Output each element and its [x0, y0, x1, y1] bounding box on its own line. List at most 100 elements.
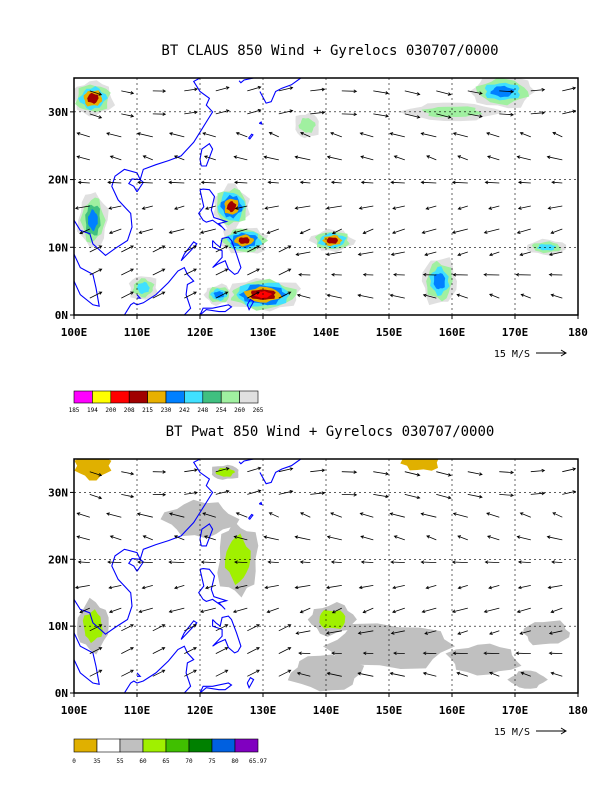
colorbar-swatch — [165, 390, 185, 404]
wind-vector — [331, 228, 342, 235]
wind-vector — [499, 89, 515, 94]
wind-vector — [310, 468, 326, 473]
wind-vector — [550, 293, 563, 299]
vector-scale-arrow — [536, 349, 567, 357]
wind-vector — [202, 132, 216, 138]
wind-vector — [530, 111, 546, 115]
field-contour — [298, 117, 316, 133]
wind-vector — [483, 228, 500, 234]
wind-vector — [341, 470, 358, 474]
wind-vector — [359, 512, 374, 518]
x-tick-label: 100E — [61, 326, 88, 339]
coastline — [199, 304, 233, 315]
wind-vector — [426, 535, 437, 541]
wind-vector — [330, 132, 342, 138]
wind-vector — [483, 272, 500, 277]
field-contour — [238, 237, 250, 244]
wind-vector — [74, 585, 90, 590]
chart-2-grid — [74, 459, 578, 693]
wind-vector — [89, 245, 103, 253]
wind-vector — [76, 155, 90, 161]
wind-vector — [121, 669, 134, 677]
field-contour — [213, 291, 225, 299]
field-contour — [523, 620, 570, 646]
wind-vector — [235, 512, 248, 518]
wind-vector — [467, 494, 483, 499]
wind-vector — [168, 560, 185, 564]
wind-vector — [562, 467, 577, 473]
wind-vector — [184, 669, 197, 677]
wind-vector — [278, 490, 294, 495]
coastline — [74, 253, 100, 307]
wind-vector — [278, 86, 294, 92]
wind-vector — [420, 132, 437, 138]
wind-vector — [517, 560, 531, 564]
field-contour — [322, 623, 456, 669]
wind-vector — [168, 228, 185, 234]
colorbar-swatch — [73, 738, 98, 753]
wind-vector — [421, 607, 437, 613]
wind-vector — [422, 272, 437, 277]
wind-vector — [357, 293, 374, 299]
wind-vector — [232, 228, 248, 234]
colorbar-label: 194 — [87, 407, 98, 414]
wind-vector — [268, 131, 279, 138]
wind-vector — [326, 671, 342, 677]
wind-vector — [173, 205, 185, 210]
wind-vector — [457, 535, 468, 541]
wind-vector — [488, 205, 500, 210]
wind-vector — [436, 90, 452, 96]
chart-2-field — [74, 459, 570, 692]
wind-vector — [362, 228, 374, 235]
wind-vector — [424, 251, 437, 257]
wind-vector — [457, 585, 468, 590]
wind-vector — [330, 512, 342, 518]
coastline — [123, 645, 195, 693]
wind-vector — [263, 535, 279, 541]
y-tick-label: 20N — [48, 174, 68, 187]
coastline — [269, 692, 272, 693]
wind-vector — [452, 272, 468, 277]
wind-vector — [422, 671, 437, 677]
colorbar-swatch — [239, 390, 259, 404]
wind-vector — [420, 560, 437, 564]
field-contour — [445, 643, 522, 676]
wind-vector — [299, 607, 311, 614]
wind-vector — [294, 535, 311, 541]
colorbar-label: 60 — [139, 758, 147, 765]
wind-vector — [389, 671, 405, 677]
wind-vector — [552, 512, 563, 518]
field-contour — [400, 459, 439, 471]
wind-vector — [278, 669, 292, 677]
wind-vector — [300, 132, 311, 138]
wind-vector — [546, 535, 563, 541]
wind-vector — [278, 291, 292, 299]
wind-vector — [184, 268, 197, 276]
vector-scale-label: 15 M/S — [494, 727, 530, 738]
wind-vector — [310, 491, 326, 495]
vector-scale-arrow — [536, 727, 567, 735]
wind-vector — [451, 180, 468, 185]
wind-vector — [392, 205, 405, 210]
wind-vector — [215, 624, 229, 632]
wind-vector — [357, 630, 374, 635]
field-contour — [507, 670, 548, 689]
field-contour — [87, 92, 99, 104]
x-tick-label: 120E — [187, 704, 214, 717]
wind-vector — [266, 607, 279, 614]
coastline — [238, 459, 255, 465]
wind-vector — [326, 155, 342, 161]
wind-vector — [489, 251, 500, 257]
wind-vector — [121, 245, 134, 253]
wind-vector — [106, 512, 122, 518]
wind-vector — [89, 669, 103, 677]
coastline — [198, 568, 229, 610]
wind-vector — [267, 180, 279, 185]
wind-vector — [247, 489, 262, 495]
wind-vector — [331, 607, 342, 614]
wind-vector — [152, 112, 167, 116]
wind-vector — [152, 291, 166, 299]
colorbar-label: 35 — [93, 758, 101, 765]
wind-vector — [215, 647, 229, 654]
wind-vector — [393, 155, 405, 161]
